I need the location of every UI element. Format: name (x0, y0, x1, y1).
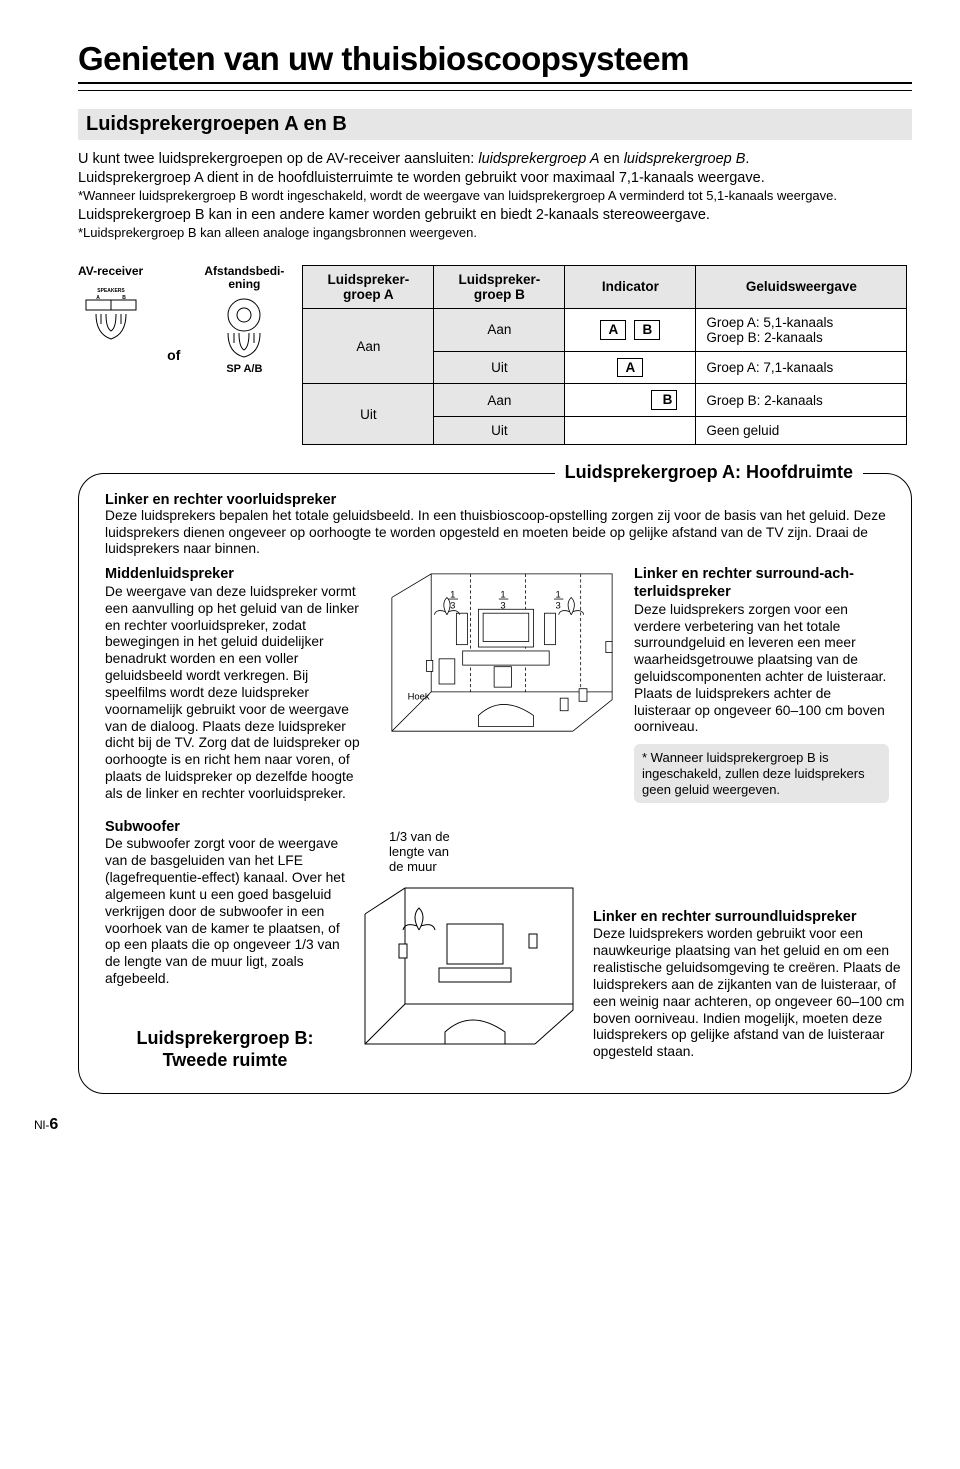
room-a-callout: Luidsprekergroep A: Hoofdruimte Linker e… (78, 473, 912, 1094)
front-speaker-text: Deze luidsprekers bepalen het totale gel… (105, 508, 889, 558)
table-header-row: Luidspreker- groep A Luidspreker- groep … (303, 265, 907, 308)
svg-text:1: 1 (450, 589, 455, 600)
table-row: Aan Aan AB Groep A: 5,1-kanaals Groep B:… (303, 308, 907, 351)
intro-paragraph: U kunt twee luidsprekergroepen op de AV-… (78, 150, 912, 243)
center-speaker-heading: Middenluidspreker (105, 566, 370, 584)
surround-text: Deze luidsprekers worden gebruikt voor e… (593, 926, 913, 1061)
av-receiver-illustration: AV-receiver SPEAKERS A B (78, 265, 143, 344)
svg-text:1: 1 (555, 589, 560, 600)
svg-text:1: 1 (500, 589, 505, 600)
surround-back-note: * Wanneer luidsprekergroep B is ingescha… (634, 744, 889, 803)
title-rule (78, 82, 912, 91)
subwoofer-text: De subwoofer zorgt voor de weergave van … (105, 836, 345, 987)
surround-back-text: Deze luidsprekers zorgen voor een verder… (634, 602, 889, 737)
room-a-diagram: 13 13 13 Hoek (384, 566, 620, 810)
speaker-mode-table: Luidspreker- groep A Luidspreker- groep … (302, 265, 907, 445)
surround-heading: Linker en rechter surroundluidspreker (593, 909, 913, 927)
room-b-label: Luidsprekergroep B: Tweede ruimte (105, 1028, 345, 1071)
table-row: Uit Aan B Groep B: 2-kanaals (303, 384, 907, 417)
surround-back-heading: Linker en rechter surround-ach- terluids… (634, 566, 889, 601)
page-title: Genieten van uw thuisbioscoopsysteem (78, 40, 912, 78)
center-speaker-text: De weergave van deze luidspreker vormt e… (105, 584, 370, 803)
page-footer: Nl-6 (34, 1116, 912, 1134)
svg-text:3: 3 (500, 600, 505, 611)
remote-illustration: Afstandsbedi- ening SP A/B (204, 265, 284, 375)
room-b-diagram: 1/3 van de lengte van de muur (359, 819, 579, 1075)
front-speaker-heading: Linker en rechter voorluidspreker (105, 492, 889, 508)
svg-text:SPEAKERS: SPEAKERS (97, 288, 125, 294)
section-heading: Luidsprekergroepen A en B (78, 109, 912, 140)
subwoofer-heading: Subwoofer (105, 819, 345, 837)
callout-title: Luidsprekergroep A: Hoofdruimte (555, 462, 863, 483)
svg-text:Hoek: Hoek (408, 691, 430, 702)
or-label: of (167, 347, 180, 363)
svg-text:3: 3 (450, 600, 455, 611)
svg-text:3: 3 (555, 600, 560, 611)
